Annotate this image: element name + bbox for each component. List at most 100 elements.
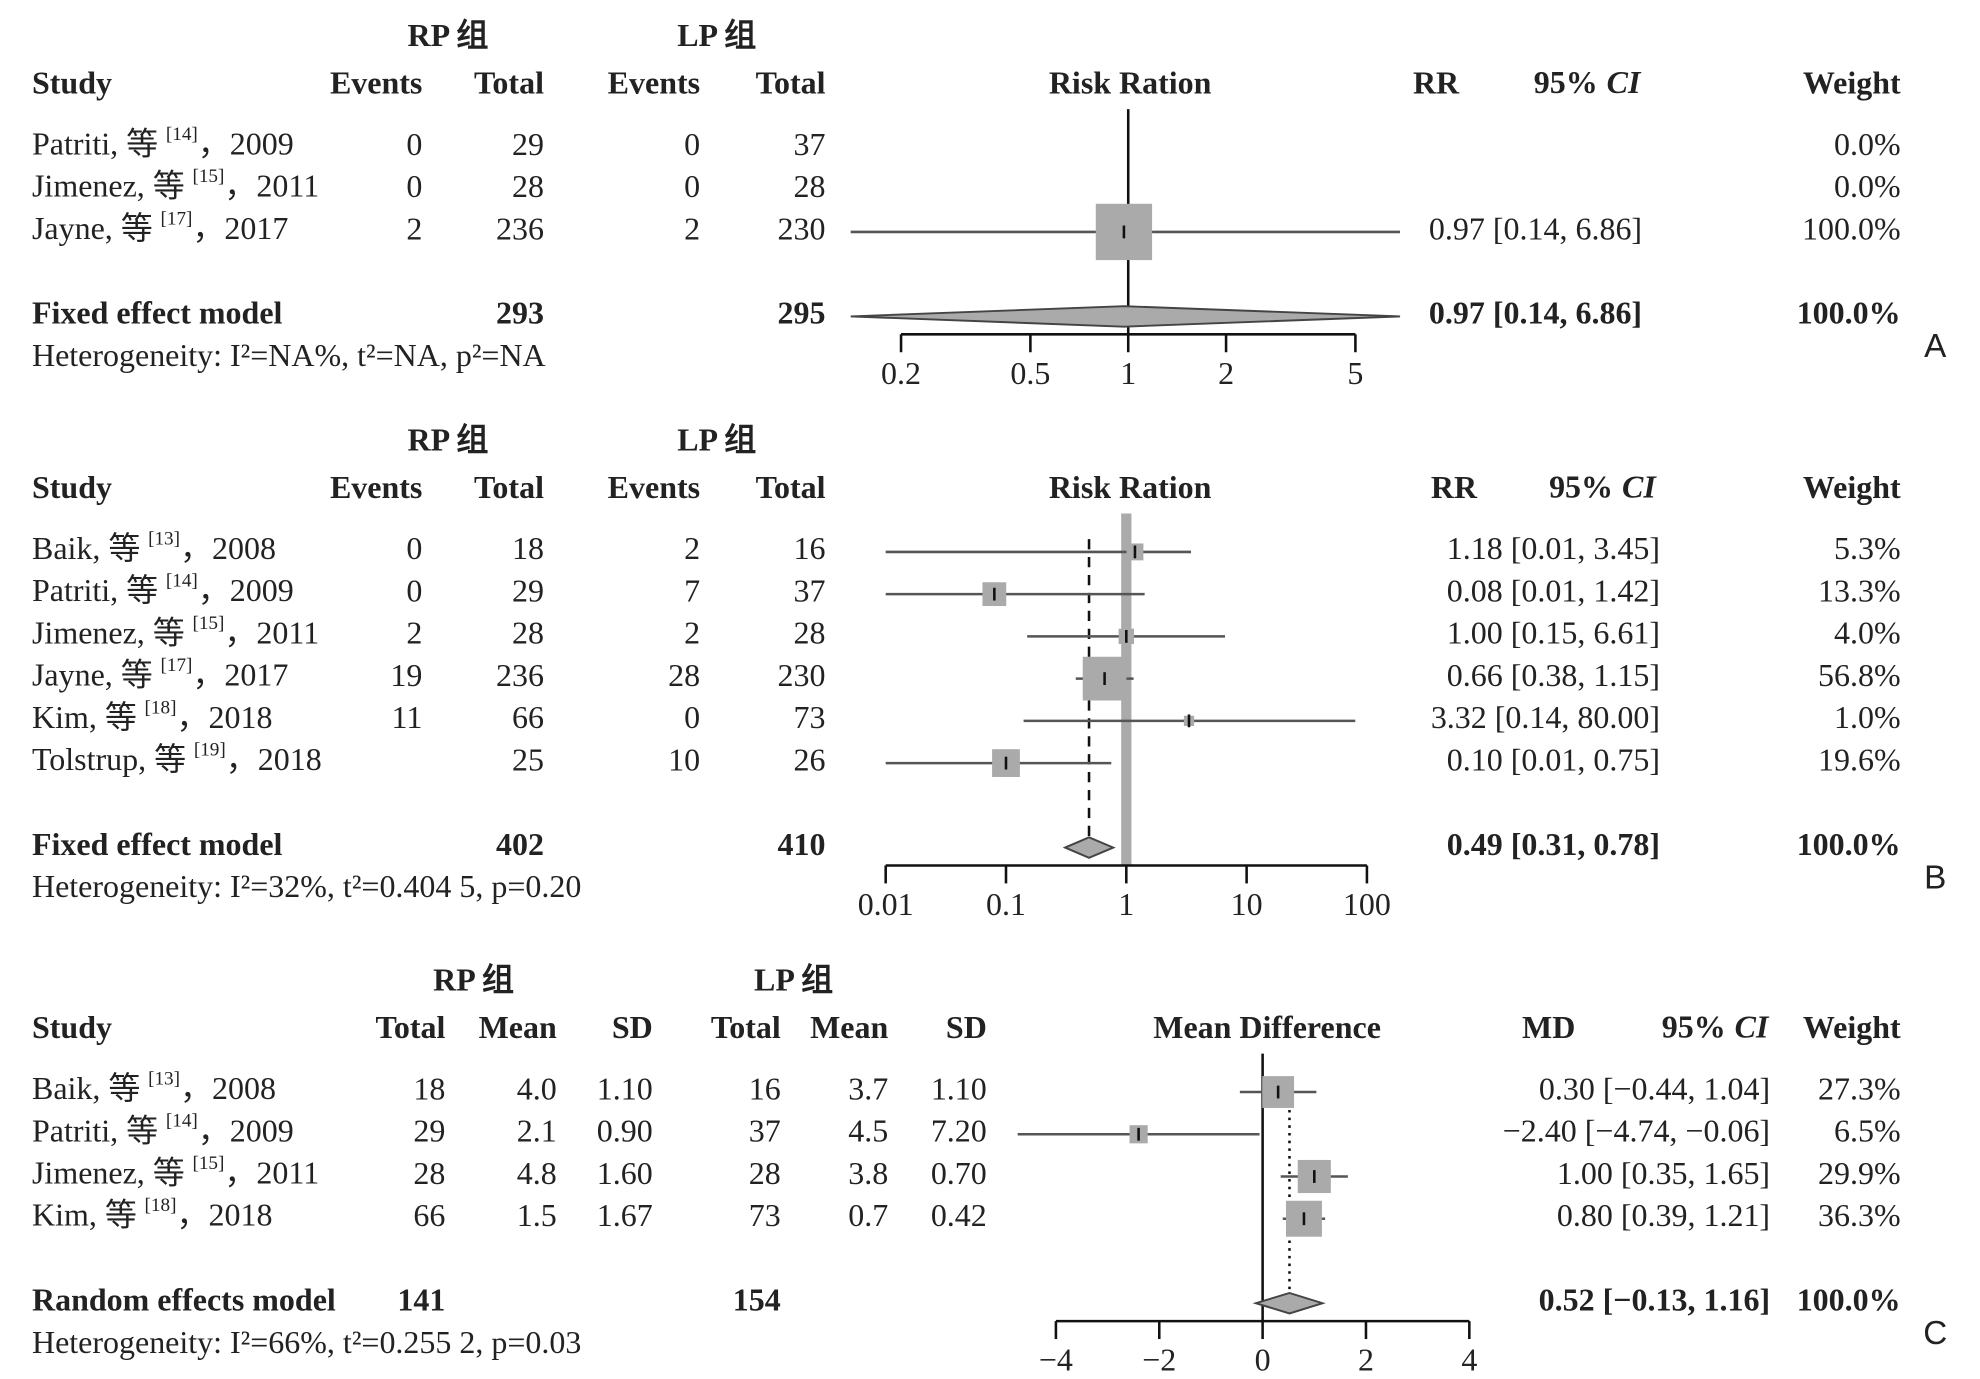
study-author: Jayne, 等 (32, 657, 153, 693)
weight-header: Weight (1803, 64, 1901, 100)
group-label: LP 组 (677, 17, 756, 53)
x-tick-label: 2 (1358, 1342, 1374, 1378)
study-ref: [13] (148, 529, 180, 550)
study-ref: [15] (192, 167, 224, 188)
column-header: Total (756, 469, 826, 505)
pooled-ci-label: 0.52 [−0.13, 1.16] (1539, 1282, 1770, 1318)
cell: 28 (749, 1155, 781, 1191)
column-header: Events (330, 469, 422, 505)
study-author: Jimenez, 等 (32, 615, 185, 651)
study-ref: [15] (192, 1153, 224, 1174)
study-year: ，2009 (198, 126, 294, 162)
study-author: Jimenez, 等 (32, 1155, 185, 1191)
cell: 73 (749, 1197, 781, 1233)
est-header: RR (1431, 469, 1478, 505)
cell: 0 (684, 126, 700, 162)
pooled-name: Fixed effect model (32, 826, 283, 862)
cell: 37 (794, 126, 826, 162)
axis-title: Risk Ration (1049, 469, 1212, 505)
cell: 2.1 (517, 1113, 557, 1149)
heterogeneity: Heterogeneity: I²=32%, t²=0.404 5, p=0.2… (32, 868, 581, 904)
cell: 0 (406, 126, 422, 162)
heterogeneity: Heterogeneity: I²=NA%, t²=NA, p²=NA (32, 337, 546, 373)
x-tick-label: 1 (1118, 886, 1134, 922)
pooled-cell: 410 (778, 826, 826, 862)
cell: 2 (684, 210, 700, 246)
weight-label: 100.0% (1802, 210, 1901, 246)
column-header: Total (711, 1009, 781, 1045)
study-author: Baik, 等 (32, 1070, 140, 1106)
study-ref: [15] (192, 613, 224, 634)
cell: 0.90 (597, 1113, 653, 1149)
ci-label: 0.66 [0.38, 1.15] (1447, 657, 1660, 693)
cell: 66 (413, 1197, 445, 1233)
study-year: ，2017 (192, 210, 288, 246)
cell: 3.7 (848, 1070, 888, 1106)
weight-label: 0.0% (1834, 126, 1901, 162)
x-tick-label: 1 (1120, 355, 1136, 391)
ci-label: 3.32 [0.14, 80.00] (1431, 699, 1660, 735)
cell: 28 (512, 168, 544, 204)
cell: 0.70 (931, 1155, 987, 1191)
ci-label: 1.18 [0.01, 3.45] (1447, 530, 1660, 566)
study-name: Jimenez, 等 [15]，2011 (32, 613, 319, 650)
panel-letter: B (1924, 859, 1946, 896)
pooled-cell: 154 (733, 1282, 781, 1318)
study-ref: [14] (166, 571, 198, 592)
cell: 1.5 (517, 1197, 557, 1233)
cell: 28 (413, 1155, 445, 1191)
weight-label: 29.9% (1818, 1155, 1901, 1191)
study-name: Patriti, 等 [14]，2009 (32, 1111, 294, 1148)
cell: 0 (406, 572, 422, 608)
cell: 2 (406, 210, 422, 246)
column-header: Events (608, 469, 700, 505)
weight-label: 1.0% (1834, 699, 1901, 735)
cell: 11 (392, 699, 423, 735)
cell: 1.10 (597, 1070, 653, 1106)
study-ref: [18] (145, 1196, 177, 1217)
cell: 2 (684, 530, 700, 566)
cell: 230 (778, 657, 826, 693)
column-header: Study (32, 1009, 112, 1045)
study-author: Tolstrup, 等 (32, 741, 186, 777)
cell: 4.5 (848, 1113, 888, 1149)
study-year: ，2018 (226, 741, 322, 777)
pooled-ci-label: 0.97 [0.14, 6.86] (1429, 295, 1642, 331)
x-tick-label: 5 (1347, 355, 1363, 391)
study-author: Patriti, 等 (32, 572, 158, 608)
axis-title: Risk Ration (1049, 64, 1212, 100)
ci-label: −2.40 [−4.74, −0.06] (1503, 1113, 1770, 1149)
study-author: Jimenez, 等 (32, 168, 185, 204)
x-tick-label: 10 (1231, 886, 1263, 922)
study-ref: [13] (148, 1069, 180, 1090)
cell: 10 (668, 741, 700, 777)
pooled-cell: 295 (778, 295, 826, 331)
pooled-weight: 100.0% (1797, 295, 1901, 331)
study-ref: [14] (166, 124, 198, 145)
study-name: Tolstrup, 等 [19]，2018 (32, 740, 322, 777)
cell: 2 (406, 615, 422, 651)
weight-header: Weight (1803, 469, 1901, 505)
column-header: SD (946, 1009, 987, 1045)
cell: 66 (512, 699, 544, 735)
x-tick-label: 4 (1461, 1342, 1477, 1378)
study-ref: [17] (160, 656, 192, 677)
group-label: LP 组 (754, 962, 833, 998)
x-tick-label: −4 (1039, 1342, 1073, 1378)
column-header: Total (756, 64, 826, 100)
ci-header: 95% CI (1534, 64, 1642, 100)
cell: 28 (794, 615, 826, 651)
column-header: Total (474, 469, 544, 505)
panel-letter: A (1924, 328, 1947, 365)
cell: 0 (684, 168, 700, 204)
pooled-cell: 402 (496, 826, 544, 862)
study-year: ，2018 (176, 1197, 272, 1233)
weight-label: 0.0% (1834, 168, 1901, 204)
column-header: Events (608, 64, 700, 100)
study-name: Jayne, 等 [17]，2017 (32, 656, 288, 693)
cell: 26 (794, 741, 826, 777)
pooled-ci-label: 0.49 [0.31, 0.78] (1447, 826, 1660, 862)
weight-label: 36.3% (1818, 1197, 1901, 1233)
weight-label: 13.3% (1818, 572, 1901, 608)
